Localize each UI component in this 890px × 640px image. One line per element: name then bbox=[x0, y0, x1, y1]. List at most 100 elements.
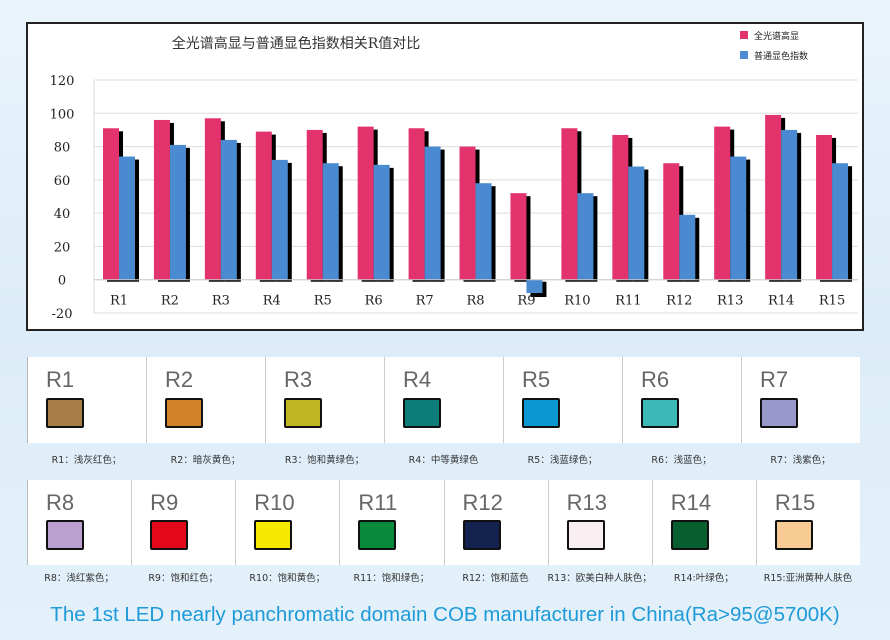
x-tick-label: R10 bbox=[564, 294, 590, 309]
color-swatch bbox=[46, 520, 84, 550]
x-tick-label: R2 bbox=[161, 294, 179, 309]
x-tick-label: R7 bbox=[416, 294, 434, 309]
bar-standard-R1 bbox=[119, 156, 135, 280]
bar-fullspectrum-R5 bbox=[306, 129, 323, 280]
x-tick-label: R3 bbox=[212, 294, 230, 309]
swatch-label: R6：浅蓝色； bbox=[651, 455, 712, 466]
swatch-label: R9：饱和红色； bbox=[148, 573, 218, 584]
swatch-label: R2：暗灰黄色； bbox=[170, 455, 241, 466]
swatch-cell-R12: R12 bbox=[443, 480, 548, 565]
x-tick-label: R6 bbox=[365, 294, 383, 309]
swatch-labels-row-1: R1：浅灰红色； R2：暗灰黄色； R3：饱和黄绿色； R4：中等黄绿色 R5：浅蓝绿色… bbox=[27, 452, 860, 466]
swatch-cell-R15: R15 bbox=[755, 480, 860, 565]
swatch-cell-R5: R5 bbox=[503, 357, 622, 443]
swatch-cell-R1: R1 bbox=[27, 357, 146, 443]
swatch-code: R3 bbox=[284, 367, 313, 392]
bar-standard-R13 bbox=[730, 156, 747, 280]
y-tick-label: 120 bbox=[50, 74, 75, 89]
swatch-label: R13：欧美白种人肤色； bbox=[547, 573, 652, 584]
swatch-code: R1 bbox=[46, 367, 75, 392]
swatch-label: R11：饱和绿色； bbox=[353, 573, 430, 584]
bar-fullspectrum-R3 bbox=[204, 118, 221, 280]
bar-fullspectrum-R2 bbox=[153, 119, 170, 280]
color-swatch bbox=[462, 520, 501, 550]
bar-chart: 全光谱高显与普通显色指数相关R值对比 -20 0 20 40 60 80 100 120 R1 R2… bbox=[50, 30, 858, 322]
bar-standard-R12 bbox=[679, 214, 696, 280]
swatch-code: R11 bbox=[358, 490, 398, 515]
bar-fullspectrum-R12 bbox=[663, 163, 680, 280]
bar-fullspectrum-R1 bbox=[103, 128, 119, 280]
legend-swatch bbox=[740, 51, 748, 59]
y-tick-label: 60 bbox=[54, 174, 71, 189]
bar-fullspectrum-R6 bbox=[357, 126, 374, 280]
y-tick-label: 100 bbox=[50, 107, 75, 122]
legend-label: 全光谱高显 bbox=[754, 30, 799, 42]
chart-panel: 全光谱高显与普通显色指数相关R值对比 -20 0 20 40 60 80 100 120 R1 R2… bbox=[26, 22, 864, 331]
color-swatch bbox=[670, 520, 709, 550]
x-tick-label: R12 bbox=[666, 294, 692, 309]
color-swatch bbox=[46, 398, 84, 428]
y-tick-label: 40 bbox=[54, 207, 71, 222]
bar-standard-R4 bbox=[271, 159, 288, 280]
x-tick-label: R9 bbox=[517, 294, 535, 309]
swatch-label: R7：浅紫色； bbox=[770, 455, 831, 466]
color-swatch bbox=[254, 520, 293, 550]
bar-fullspectrum-R4 bbox=[255, 131, 272, 280]
swatch-label: R1：浅灰红色； bbox=[51, 455, 122, 466]
swatch-cell-R14: R14 bbox=[651, 480, 756, 565]
bar-standard-R11 bbox=[628, 166, 645, 280]
swatch-cell-R2: R2 bbox=[146, 357, 265, 443]
bar-standard-R9 bbox=[526, 279, 543, 294]
y-tick-label: 80 bbox=[54, 141, 71, 156]
color-swatch bbox=[150, 520, 189, 550]
x-tick-label: R14 bbox=[768, 294, 794, 309]
bar-fullspectrum-R8 bbox=[459, 146, 476, 280]
swatch-code: R9 bbox=[150, 490, 179, 515]
swatch-label: R14:叶绿色； bbox=[673, 573, 734, 584]
swatch-label: R15:亚洲黄种人肤色 bbox=[763, 573, 853, 584]
bar-fullspectrum-R9 bbox=[510, 193, 527, 280]
swatch-code: R2 bbox=[165, 367, 194, 392]
swatch-code: R6 bbox=[641, 367, 670, 392]
swatch-code: R5 bbox=[522, 367, 551, 392]
bar-standard-R14 bbox=[781, 129, 798, 280]
color-swatch bbox=[403, 398, 441, 428]
bar-fullspectrum-R11 bbox=[612, 134, 629, 280]
swatch-label: R12：饱和蓝色 bbox=[462, 573, 529, 584]
swatch-label: R8：浅红紫色； bbox=[44, 573, 114, 584]
bar-standard-R6 bbox=[373, 164, 390, 280]
bar-standard-R7 bbox=[424, 146, 441, 280]
color-swatch bbox=[774, 520, 813, 550]
x-tick-label: R5 bbox=[314, 294, 332, 309]
chart-title: 全光谱高显与普通显色指数相关R值对比 bbox=[172, 35, 421, 52]
swatch-code: R10 bbox=[254, 490, 295, 515]
x-tick-label: R15 bbox=[819, 294, 845, 309]
swatch-cell-R8: R8 bbox=[27, 480, 131, 565]
swatch-code: R7 bbox=[760, 367, 789, 392]
swatch-label: R5：浅蓝绿色； bbox=[527, 455, 598, 466]
swatch-labels-row-2: R8：浅红紫色； R9：饱和红色； R10：饱和黄色； R11：饱和绿色； R12：饱和… bbox=[27, 570, 860, 584]
color-swatch bbox=[641, 398, 679, 428]
swatch-cell-R3: R3 bbox=[265, 357, 384, 443]
footer-tagline: The 1st LED nearly panchromatic domain C… bbox=[50, 603, 840, 626]
swatch-label: R3：饱和黄绿色； bbox=[284, 455, 365, 466]
color-swatch bbox=[566, 520, 605, 550]
swatch-cell-R6: R6 bbox=[622, 357, 741, 443]
legend-label: 普通显色指数 bbox=[754, 50, 808, 62]
bar-standard-R5 bbox=[322, 163, 339, 280]
bar-standard-R2 bbox=[169, 144, 186, 280]
bar-fullspectrum-R15 bbox=[816, 134, 833, 280]
bar-standard-R8 bbox=[475, 183, 492, 280]
bar-standard-R15 bbox=[832, 163, 849, 280]
x-tick-label: R11 bbox=[615, 294, 641, 309]
x-tick-label: R13 bbox=[717, 294, 743, 309]
swatch-cell-R11: R11 bbox=[339, 480, 443, 565]
bar-fullspectrum-R14 bbox=[765, 114, 782, 280]
swatch-code: R13 bbox=[566, 490, 607, 515]
legend-swatch bbox=[740, 31, 748, 39]
swatch-cell-R7: R7 bbox=[741, 357, 860, 443]
swatch-label: R10：饱和黄色； bbox=[249, 573, 326, 584]
y-tick-label: 20 bbox=[54, 240, 71, 255]
color-swatch bbox=[358, 520, 397, 550]
swatch-code: R4 bbox=[403, 367, 432, 392]
